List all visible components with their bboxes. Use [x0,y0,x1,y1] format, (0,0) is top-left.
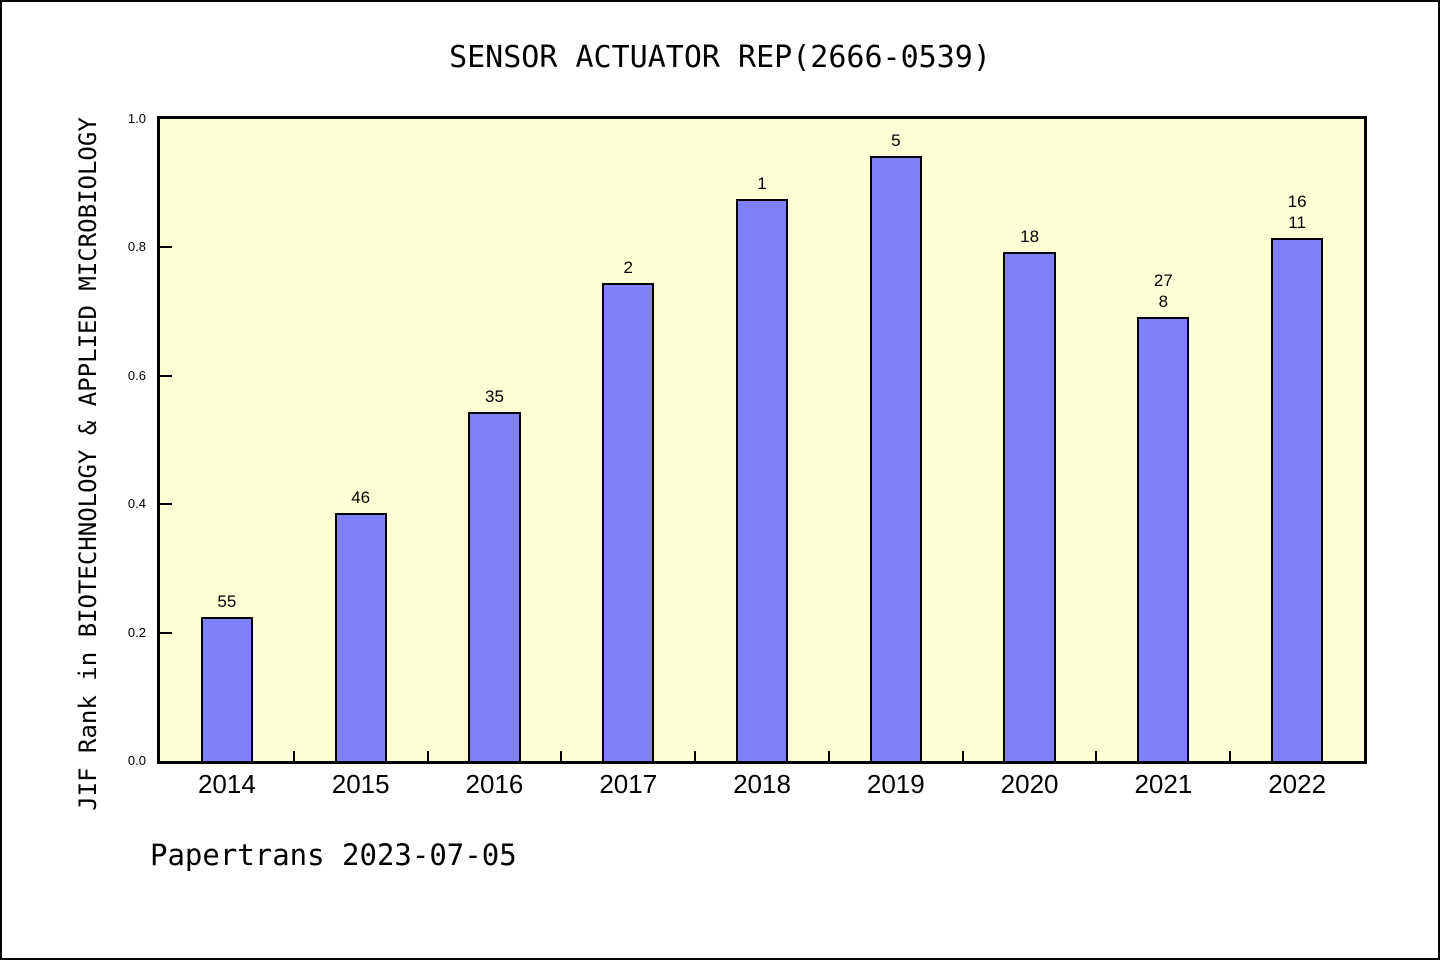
bar-value-line: 11 [1288,213,1306,233]
y-tick-label: 0.8 [127,239,146,255]
y-tick-mark [160,631,172,634]
bar-slot-2015: 46 [294,119,428,761]
bar-value-line: 35 [484,387,504,407]
y-tick-mark [160,503,172,506]
x-minor-tick [1229,751,1232,761]
bar-slot-2021: 27 8 [1096,119,1230,761]
bar-slot-2022: 16 11 [1230,119,1364,761]
bar-2017 [602,283,655,761]
bar-slot-2019: 5 [829,119,963,761]
bar-2022 [1271,238,1324,761]
x-tick-label-2019: 2019 [866,769,925,799]
x-minor-tick [961,751,964,761]
x-minor-tick [560,751,563,761]
bar-value-label: 2 [624,257,633,278]
x-tick-label-2014: 2014 [197,769,256,799]
bar-value-label: 18 [1020,226,1039,247]
bar-value-line: 18 [1020,226,1040,246]
x-tick-label-2018: 2018 [733,769,791,799]
y-tick-mark [160,374,172,377]
bar-slot-2018: 1 [695,119,829,761]
x-tick-label-2015: 2015 [331,769,390,799]
bar-value-label: 16 11 [1288,191,1307,233]
x-tick-label-2016: 2016 [465,769,524,799]
bar-value-line: 8 [1158,291,1169,311]
bar-2018 [735,198,789,761]
watermark-text: Papertrans 2023-07-05 [150,838,517,872]
y-tick-label: 0.4 [127,496,146,512]
bar-value-line: 46 [351,488,371,508]
bar-slot-2020: 18 [963,119,1097,761]
bar-2016 [468,412,521,761]
bar-value-label: 46 [351,487,370,508]
x-minor-tick [292,751,295,761]
bar-value-line: 16 [1287,192,1307,212]
bar-value-label: 1 [757,173,766,194]
bar-slot-2017: 2 [561,119,695,761]
bar-value-line: 1 [757,173,767,193]
bar-value-line: 27 [1153,270,1173,290]
x-minor-tick [426,751,429,761]
bar-value-line: 55 [217,592,237,612]
y-tick-label: 0.2 [127,624,146,640]
bar-slot-2016: 35 [428,119,562,761]
bar-value-label: 27 8 [1154,270,1173,312]
x-minor-tick [827,751,830,761]
x-tick-label-2020: 2020 [1000,769,1059,799]
y-tick-label: 0.0 [127,753,146,768]
chart-title: SENSOR ACTUATOR REP(2666-0539) [449,40,991,75]
bar-2015 [334,513,387,761]
y-tick-labels: 0.0 0.2 0.4 0.6 0.8 1.0 [2,112,150,768]
plot-area: 55 46 35 2 1 5 18 27 8 16 11 [157,116,1367,764]
bar-value-label: 55 [217,591,236,612]
bar-slot-2014: 55 [160,119,294,761]
bar-value-line: 5 [891,130,901,150]
bars-layer: 55 46 35 2 1 5 18 27 8 16 11 [160,119,1364,761]
x-tick-labels: 2014 2015 2016 2017 2018 2019 2020 2021 2022 [160,768,1364,800]
bar-2019 [869,155,922,761]
bar-value-label: 5 [891,130,900,151]
x-tick-label-2022: 2022 [1268,769,1327,799]
y-tick-mark [160,246,172,249]
x-tick-label-2017: 2017 [599,769,658,799]
bar-value-line: 2 [623,258,633,278]
x-minor-tick [1095,751,1098,761]
bar-value-label: 35 [485,386,504,407]
bar-2014 [200,617,253,761]
x-minor-tick [694,751,697,761]
x-tick-label-2021: 2021 [1134,769,1193,799]
bar-2021 [1137,316,1190,761]
y-tick-label: 1.0 [127,111,146,126]
bar-2020 [1003,251,1056,761]
y-tick-label: 0.6 [127,367,146,383]
